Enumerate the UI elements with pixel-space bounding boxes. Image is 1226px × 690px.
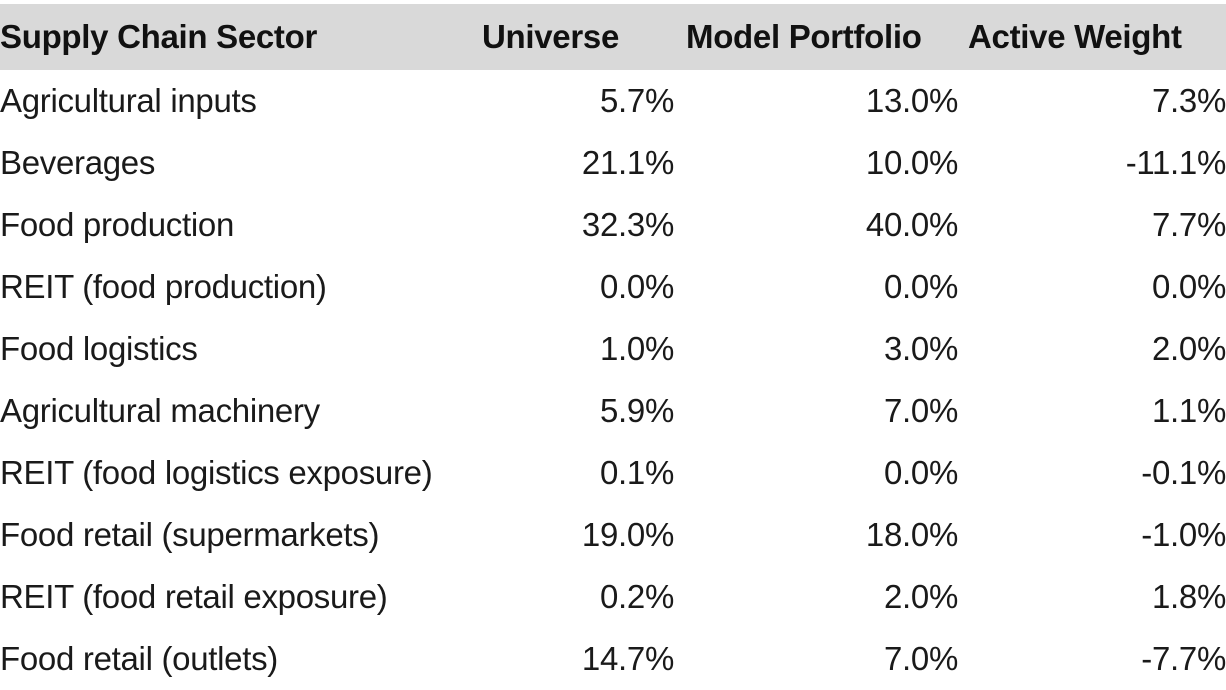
cell-universe: 5.7% xyxy=(599,82,674,119)
cell-sector: REIT (food retail exposure) xyxy=(0,578,388,615)
table-row: Food retail (supermarkets) 19.0% 18.0% -1.0… xyxy=(0,504,1226,566)
cell-universe: 32.3% xyxy=(581,206,674,243)
cell-universe: 14.7% xyxy=(581,640,674,677)
cell-model-portfolio: 2.0% xyxy=(883,578,958,615)
cell-sector: Beverages xyxy=(0,144,156,181)
cell-sector: Food production xyxy=(0,206,234,243)
table-row: REIT (food production) 0.0% 0.0% 0.0% xyxy=(0,256,1226,318)
cell-model-portfolio: 10.0% xyxy=(865,144,958,181)
column-header-model-portfolio: Model Portfolio xyxy=(686,18,922,55)
cell-model-portfolio: 0.0% xyxy=(883,454,958,491)
column-header-universe: Universe xyxy=(482,18,620,55)
table-row: Beverages 21.1% 10.0% -11.1% xyxy=(0,132,1226,194)
table-row: Agricultural machinery 5.9% 7.0% 1.1% xyxy=(0,380,1226,442)
cell-model-portfolio: 40.0% xyxy=(865,206,958,243)
cell-sector: REIT (food production) xyxy=(0,268,327,305)
header-row: Supply Chain Sector Universe Model Portf… xyxy=(0,4,1226,70)
cell-universe: 0.0% xyxy=(599,268,674,305)
cell-active-weight: -1.0% xyxy=(1141,516,1226,553)
cell-sector: Food retail (outlets) xyxy=(0,640,278,677)
cell-universe: 0.1% xyxy=(599,454,674,491)
cell-active-weight: 7.3% xyxy=(1151,82,1226,119)
cell-model-portfolio: 3.0% xyxy=(883,330,958,367)
table-body: Agricultural inputs 5.7% 13.0% 7.3% Beverage… xyxy=(0,70,1226,690)
table-header: Supply Chain Sector Universe Model Portf… xyxy=(0,4,1226,70)
cell-universe: 19.0% xyxy=(581,516,674,553)
cell-universe: 0.2% xyxy=(599,578,674,615)
cell-model-portfolio: 13.0% xyxy=(865,82,958,119)
cell-sector: REIT (food logistics exposure) xyxy=(0,454,433,491)
table-row: REIT (food logistics exposure) 0.1% 0.0% -0… xyxy=(0,442,1226,504)
cell-active-weight: 1.8% xyxy=(1151,578,1226,615)
table-row: Agricultural inputs 5.7% 13.0% 7.3% xyxy=(0,70,1226,132)
table-row: REIT (food retail exposure) 0.2% 2.0% 1.8% xyxy=(0,566,1226,628)
cell-model-portfolio: 0.0% xyxy=(883,268,958,305)
cell-active-weight: -11.1% xyxy=(1125,144,1226,181)
table-row: Food logistics 1.0% 3.0% 2.0% xyxy=(0,318,1226,380)
cell-model-portfolio: 7.0% xyxy=(883,640,958,677)
table-row: Food retail (outlets) 14.7% 7.0% -7.7% xyxy=(0,628,1226,690)
cell-sector: Food logistics xyxy=(0,330,198,367)
cell-model-portfolio: 7.0% xyxy=(883,392,958,429)
cell-universe: 1.0% xyxy=(599,330,674,367)
cell-universe: 5.9% xyxy=(599,392,674,429)
cell-active-weight: 7.7% xyxy=(1151,206,1226,243)
cell-model-portfolio: 18.0% xyxy=(865,516,958,553)
table-row: Food production 32.3% 40.0% 7.7% xyxy=(0,194,1226,256)
cell-active-weight: -0.1% xyxy=(1141,454,1226,491)
cell-active-weight: 1.1% xyxy=(1151,392,1226,429)
cell-sector: Agricultural inputs xyxy=(0,82,257,119)
cell-universe: 21.1% xyxy=(581,144,674,181)
sector-weights-table: Supply Chain Sector Universe Model Portf… xyxy=(0,4,1226,690)
column-header-active-weight: Active Weight xyxy=(968,18,1182,55)
cell-active-weight: -7.7% xyxy=(1141,640,1226,677)
cell-active-weight: 2.0% xyxy=(1151,330,1226,367)
cell-sector: Food retail (supermarkets) xyxy=(0,516,380,553)
top-edge xyxy=(0,0,1226,4)
column-header-sector: Supply Chain Sector xyxy=(0,18,318,55)
cell-active-weight: 0.0% xyxy=(1151,268,1226,305)
cell-sector: Agricultural machinery xyxy=(0,392,320,429)
